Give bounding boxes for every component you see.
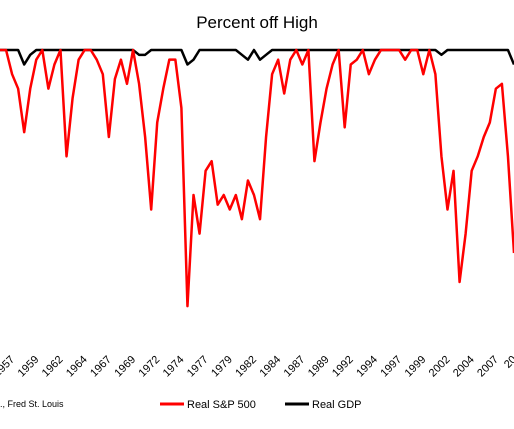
x-tick-label: 1972: [137, 354, 163, 380]
x-tick-label: 1982: [233, 354, 259, 380]
x-tick-label: 1999: [403, 354, 429, 380]
legend-label: Real GDP: [312, 399, 362, 411]
x-tick-label: 1962: [40, 354, 66, 380]
x-tick-label: 20: [502, 354, 514, 371]
x-tick-label: 1967: [88, 354, 114, 380]
x-tick-label: 2004: [451, 354, 477, 380]
x-tick-label: 1987: [282, 354, 308, 380]
x-tick-label: 2007: [475, 354, 501, 380]
legend-label: Real S&P 500: [187, 399, 256, 411]
x-tick-label: 1994: [354, 354, 380, 380]
x-tick-label: 1984: [257, 354, 283, 380]
x-tick-label: 1997: [378, 354, 404, 380]
x-tick-label: 1979: [209, 354, 235, 380]
data-line: [0, 48, 514, 308]
chart-title: Percent off High: [196, 13, 318, 32]
source-note: ., Fred St. Louis: [0, 399, 64, 409]
x-tick-label: 1969: [112, 354, 138, 380]
x-tick-label: 1964: [64, 354, 90, 380]
x-tick-label: 2002: [427, 354, 453, 380]
x-tick-label: 1992: [330, 354, 356, 380]
x-tick-label: 1957: [0, 354, 17, 380]
x-tick-label: 1989: [306, 354, 332, 380]
x-tick-label: 1959: [16, 354, 42, 380]
x-tick-label: 1974: [161, 354, 187, 380]
x-tick-label: 1977: [185, 354, 211, 380]
